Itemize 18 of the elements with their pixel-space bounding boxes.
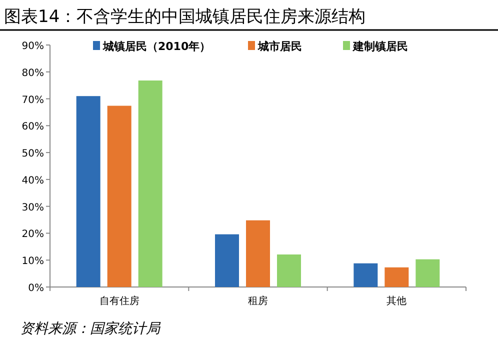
legend: 城镇居民（2010年） <box>103 40 211 53</box>
ytick: 60% <box>22 122 44 133</box>
ytick: 90% <box>22 41 44 52</box>
title: 图表14：不含学生的中国城镇居民住房来源结构 <box>4 7 366 27</box>
ytick: 20% <box>22 229 44 240</box>
annotation: 资料来源：国家统计局 <box>20 321 160 337</box>
ytick: 50% <box>22 148 44 160</box>
legend: 建制镇居民 <box>353 40 408 53</box>
ytick: 40% <box>22 175 44 186</box>
ytick: 0% <box>28 283 44 294</box>
ytick: 80% <box>22 68 44 79</box>
legend: 城市居民 <box>258 40 302 53</box>
xtick: 自有住房 <box>99 296 140 307</box>
xtick: 租房 <box>248 296 268 307</box>
ytick: 10% <box>22 256 44 268</box>
xtick: 其他 <box>386 296 407 307</box>
ytick: 30% <box>22 202 44 214</box>
ytick: 70% <box>22 94 44 106</box>
